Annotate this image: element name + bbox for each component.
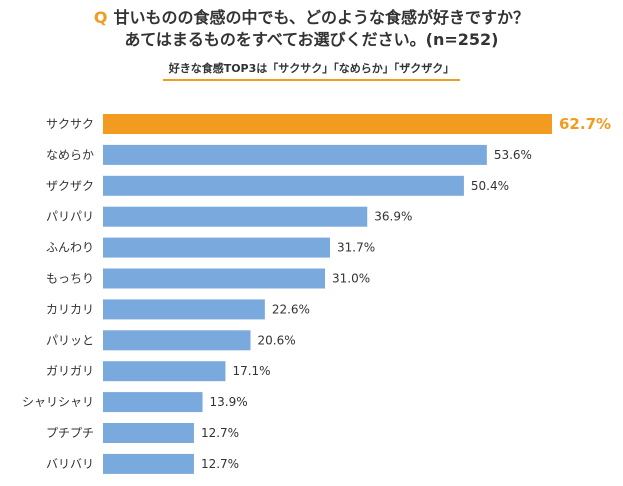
bar-row: サクサク 62.7% <box>46 114 611 134</box>
value-label: 50.4% <box>471 179 509 193</box>
value-label: 13.9% <box>210 395 248 409</box>
bar <box>103 268 325 289</box>
bar <box>103 330 251 351</box>
value-label: 12.7% <box>201 426 239 440</box>
category-label: シャリシャリ <box>22 395 94 409</box>
category-label: バリバリ <box>46 457 94 471</box>
bar-row: なめらか 53.6% <box>46 144 532 165</box>
bar-row: ガリガリ 17.1% <box>46 361 271 382</box>
bar-row: ザクザク 50.4% <box>46 175 509 196</box>
category-label: なめらか <box>46 148 94 162</box>
value-label: 17.1% <box>232 364 270 378</box>
category-label: パリパリ <box>46 210 94 224</box>
bar-row: プチプチ 12.7% <box>46 423 239 443</box>
bar <box>103 144 487 165</box>
bar-row: もっちり 31.0% <box>46 268 370 289</box>
category-label: プチプチ <box>46 426 94 440</box>
question-line-1: Q 甘いものの食感の中でも、どのような食感が好きですか？ <box>0 8 623 28</box>
bar-row: ふんわり 31.7% <box>46 237 375 258</box>
category-label: ザクザク <box>46 179 94 193</box>
value-label: 31.0% <box>332 272 370 286</box>
bar <box>103 392 203 413</box>
bar-row: パリパリ 36.9% <box>46 206 412 227</box>
bar-row: シャリシャリ 13.9% <box>22 392 248 413</box>
question-text-1: 甘いものの食感の中でも、どのような食感が好きですか？ <box>113 8 530 27</box>
value-label: 31.7% <box>337 241 375 255</box>
category-label: カリカリ <box>46 302 94 316</box>
bar <box>103 206 368 227</box>
value-label: 53.6% <box>494 148 532 162</box>
value-label: 20.6% <box>258 333 296 347</box>
category-label: パリッと <box>46 333 94 347</box>
bar <box>103 453 194 474</box>
bar-row: パリッと 20.6% <box>46 330 296 351</box>
bar <box>103 423 194 443</box>
chart-subtitle: 好きな食感TOP3は「サクサク」「なめらか」「ザクザク」 <box>162 60 461 81</box>
value-label: 62.7% <box>559 115 611 133</box>
bar <box>103 237 331 258</box>
question-mark-label: Q <box>93 8 108 27</box>
bar-row: カリカリ 22.6% <box>46 299 310 320</box>
bar <box>103 175 464 196</box>
question-line-2: あてはまるものをすべてお選びください。(n=252) <box>124 30 499 49</box>
value-label: 36.9% <box>374 210 412 224</box>
category-label: もっちり <box>46 272 94 286</box>
bar <box>103 114 552 134</box>
bar <box>103 299 265 320</box>
category-label: ふんわり <box>46 241 94 255</box>
bar <box>103 361 226 382</box>
value-label: 22.6% <box>272 302 310 316</box>
chart-header: Q 甘いものの食感の中でも、どのような食感が好きですか？ あてはまるものをすべてお… <box>0 8 623 81</box>
bar-row: バリバリ 12.7% <box>46 453 239 474</box>
category-label: ガリガリ <box>46 364 94 378</box>
value-label: 12.7% <box>201 457 239 471</box>
category-label: サクサク <box>46 117 94 131</box>
